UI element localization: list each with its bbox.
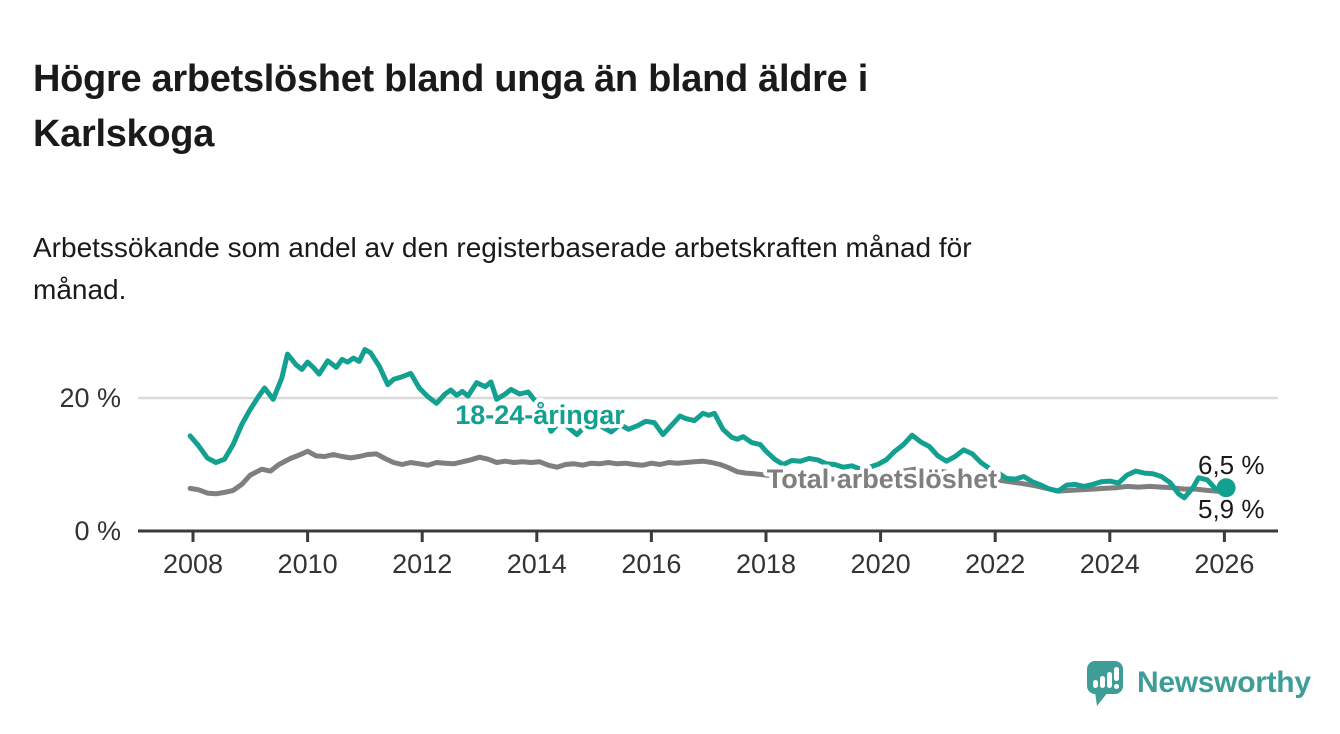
x-tick-label-2014: 2014 (507, 549, 567, 579)
x-tick-label-2026: 2026 (1194, 549, 1254, 579)
chart-subtitle-line-2: månad. (33, 274, 127, 305)
y-tick-label-0: 0 % (74, 516, 121, 546)
newsworthy-logo-icon (1087, 660, 1123, 706)
end-value-label-total: 5,9 % (1198, 494, 1265, 524)
logo-bar-2 (1100, 675, 1105, 688)
x-tick-label-2012: 2012 (392, 549, 452, 579)
end-value-label-18-24: 6,5 % (1198, 450, 1265, 480)
page-title-line-2: Karlskoga (33, 113, 215, 156)
series-end-dot-18-24 (1216, 478, 1236, 498)
series-line-18-24-aringar (187, 347, 1229, 501)
logo-bar-3 (1107, 671, 1112, 688)
x-tick-label-2016: 2016 (621, 549, 681, 579)
series-label-18-24-aringar: 18-24-åringar (455, 400, 625, 430)
page-title: Högre arbetslöshet bland unga än bland ä… (33, 52, 1108, 162)
page-title-line-1: Högre arbetslöshet bland unga än bland ä… (33, 58, 869, 101)
logo-exclamation-stem (1114, 666, 1119, 681)
logo-exclamation-dot (1114, 683, 1119, 689)
series-line-total-arbetsloshet (187, 448, 1229, 497)
newsworthy-logo-text: Newsworthy (1137, 666, 1311, 699)
y-tick-label-20: 20 % (59, 383, 121, 413)
x-tick-label-2010: 2010 (278, 549, 338, 579)
newsworthy-logo: Newsworthy (1086, 659, 1311, 707)
x-tick-label-2008: 2008 (163, 549, 223, 579)
x-tick-label-2018: 2018 (736, 549, 796, 579)
x-tick-label-2024: 2024 (1080, 549, 1140, 579)
chart-subtitle-line-1: Arbetssökande som andel av den registerb… (33, 232, 972, 263)
series-label-total-arbetsloshet: Total arbetslöshet (767, 464, 998, 494)
logo-bar-1 (1093, 679, 1098, 688)
x-axis-ticks: 2008 2010 2012 2014 2016 2018 2020 2022 2024 2026 (163, 531, 1254, 579)
chart-subtitle: Arbetssökande som andel av den registerb… (33, 227, 1223, 311)
x-tick-label-2022: 2022 (965, 549, 1025, 579)
x-tick-label-2020: 2020 (851, 549, 911, 579)
